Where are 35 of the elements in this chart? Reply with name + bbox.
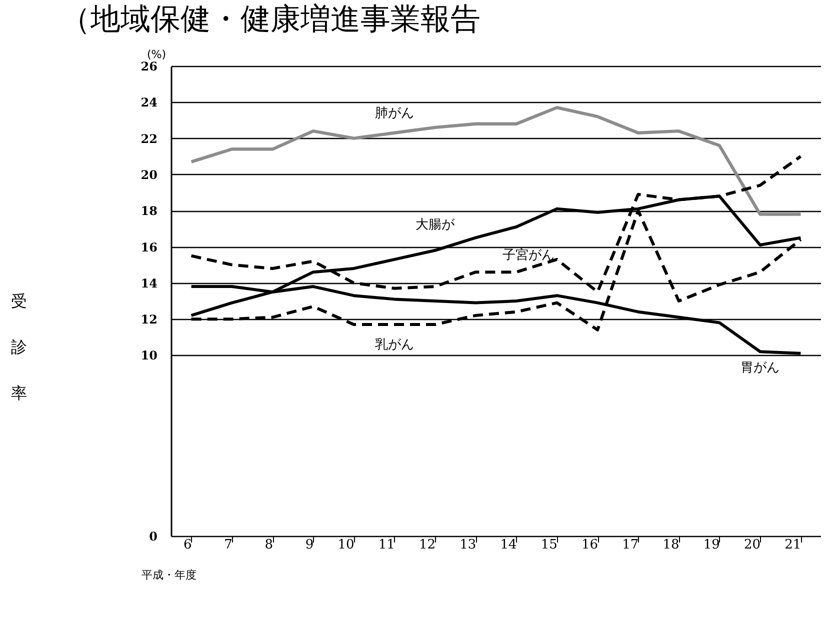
text: (%) xyxy=(146,48,166,61)
x-axis-title: 平成・年度 xyxy=(142,568,196,582)
x-tick-label: 16 xyxy=(582,538,598,552)
text: 受診率 xyxy=(10,292,27,402)
x-tick-label: 10 xyxy=(338,538,354,552)
y-tick-label: 10 xyxy=(140,348,158,363)
line-series xyxy=(190,106,802,216)
y-tick-label: 16 xyxy=(140,240,158,254)
x-tick-label: 13 xyxy=(460,538,476,552)
x-tick-label: 12 xyxy=(419,538,436,552)
chart-title: （地域保健・健康増進事業報告 xyxy=(60,2,480,37)
x-tick-label: 14 xyxy=(500,538,517,552)
x-tick-label: 6 xyxy=(184,538,192,552)
y-tick-label: 0 xyxy=(149,530,158,544)
x-tick-label: 15 xyxy=(540,538,558,552)
x-tick-label: 19 xyxy=(703,538,720,552)
x-tick-label: 18 xyxy=(662,538,680,552)
y-tick-label: 24 xyxy=(140,96,158,110)
series-label: 乳がん xyxy=(374,338,414,352)
y-tick-label: 12 xyxy=(140,312,158,327)
x-tick-label: 20 xyxy=(744,538,761,552)
x-tick-label: 21 xyxy=(784,538,802,552)
x-tick-label: 9 xyxy=(305,538,314,552)
x-tick-label: 8 xyxy=(264,538,274,552)
y-tick-label: 22 xyxy=(140,132,158,146)
series-label: 胃がん xyxy=(740,360,780,376)
y-tick-label: 18 xyxy=(140,204,158,218)
x-tick-label: 17 xyxy=(622,538,639,552)
y-tick-label: 26 xyxy=(140,60,158,74)
x-tick-label: 7 xyxy=(224,538,232,552)
series-label: 肺がん xyxy=(374,106,414,121)
y-tick-label: 20 xyxy=(140,168,158,182)
x-tick-label: 11 xyxy=(378,538,395,552)
y-tick-label: 14 xyxy=(140,276,158,290)
series-label: 大腸が xyxy=(416,217,456,232)
